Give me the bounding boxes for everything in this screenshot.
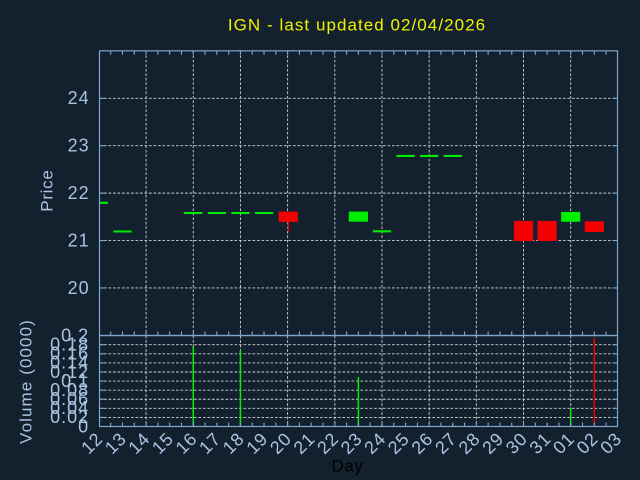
svg-text:0.14: 0.14 bbox=[50, 353, 89, 373]
svg-text:0.2: 0.2 bbox=[61, 325, 89, 345]
svg-text:22: 22 bbox=[68, 183, 90, 203]
svg-text:IGN - last updated 02/04/2026: IGN - last updated 02/04/2026 bbox=[228, 16, 486, 35]
svg-text:0.12: 0.12 bbox=[50, 362, 89, 382]
svg-text:0.1: 0.1 bbox=[61, 371, 89, 391]
svg-text:24: 24 bbox=[68, 88, 90, 108]
svg-text:21: 21 bbox=[68, 230, 90, 250]
svg-text:0.06: 0.06 bbox=[50, 389, 89, 409]
svg-text:Day: Day bbox=[331, 457, 363, 476]
svg-text:0.18: 0.18 bbox=[50, 335, 89, 355]
svg-text:0.04: 0.04 bbox=[50, 398, 89, 418]
svg-text:Volume (0000): Volume (0000) bbox=[17, 319, 36, 444]
svg-text:0: 0 bbox=[78, 416, 89, 436]
svg-text:20: 20 bbox=[68, 278, 90, 298]
svg-text:0.02: 0.02 bbox=[50, 407, 89, 427]
svg-text:23: 23 bbox=[68, 136, 90, 156]
svg-text:0.16: 0.16 bbox=[50, 344, 89, 364]
svg-text:Price: Price bbox=[38, 169, 57, 211]
svg-text:0.08: 0.08 bbox=[50, 380, 89, 400]
